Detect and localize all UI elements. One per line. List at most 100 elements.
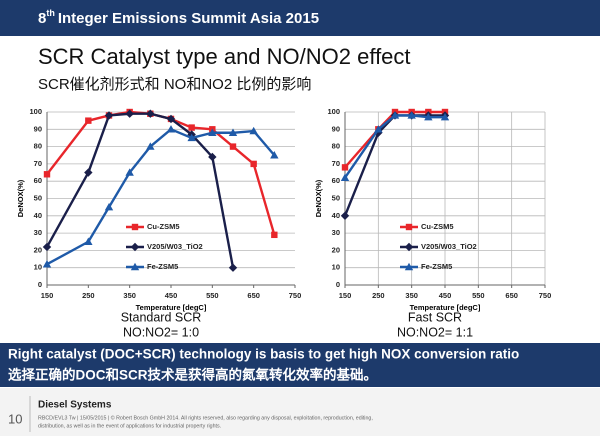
y-tick-label: 40 [34, 211, 42, 220]
point-marker [271, 231, 278, 239]
point-marker [228, 263, 238, 272]
point-marker [228, 128, 238, 136]
legend-label: Cu-ZSM5 [421, 222, 454, 231]
x-tick-label: 650 [247, 291, 260, 300]
point-marker [188, 124, 195, 131]
point-marker [404, 242, 414, 252]
point-marker [374, 125, 383, 133]
point-marker [146, 109, 155, 118]
y-tick-label: 20 [34, 245, 42, 254]
footer-legal: distribution, as well as in the event of… [38, 423, 221, 429]
y-tick-label: 10 [34, 263, 42, 272]
legend-label: V205/W03_TiO2 [147, 242, 203, 251]
x-tick-label: 550 [206, 291, 219, 300]
series-line [344, 114, 445, 179]
y-tick-label: 50 [34, 193, 42, 202]
point-marker [85, 117, 92, 124]
banner-bar [0, 343, 600, 387]
point-marker [84, 237, 93, 245]
x-tick-label: 150 [339, 291, 352, 300]
y-tick-label: 60 [34, 176, 42, 185]
header-text: Integer Emissions Summit Asia 2015 [58, 10, 319, 27]
header-sup: th [46, 8, 55, 18]
banner-line: Right catalyst (DOC+SCR) technology is b… [8, 347, 519, 362]
y-tick-label: 20 [332, 245, 340, 254]
point-marker [407, 111, 416, 119]
y-tick-label: 40 [332, 211, 340, 220]
point-marker [390, 111, 400, 119]
slide-subtitle: SCR催化剂形式和 NO和NO2 比例的影响 [38, 76, 311, 93]
x-tick-label: 750 [539, 291, 552, 300]
y-tick-label: 70 [34, 159, 42, 168]
point-marker [104, 202, 114, 211]
point-marker [229, 143, 237, 150]
point-marker [187, 133, 196, 142]
point-marker [440, 112, 450, 121]
y-axis-label: DeNOX(%) [16, 179, 25, 217]
header-title: 8th Integer Emissions Summit Asia 2015 [38, 8, 319, 27]
chart-caption: NO:NO2= 1:0 [123, 325, 199, 339]
y-tick-label: 0 [38, 280, 42, 289]
point-marker [130, 242, 140, 252]
point-marker [125, 109, 134, 118]
point-marker [249, 126, 258, 135]
chart-caption: Fast SCR [408, 310, 462, 324]
x-tick-label: 550 [472, 291, 485, 300]
point-marker [341, 164, 349, 171]
point-marker [270, 151, 279, 159]
y-axis-label: DeNOX(%) [314, 179, 323, 217]
point-marker [340, 173, 350, 181]
y-tick-label: 90 [34, 124, 42, 133]
footer-unit: Diesel Systems [38, 400, 112, 411]
y-tick-label: 100 [327, 107, 340, 116]
y-tick-label: 50 [332, 193, 340, 202]
x-tick-label: 450 [165, 291, 178, 300]
point-marker [208, 152, 217, 162]
x-tick-label: 350 [405, 291, 418, 300]
point-marker [146, 142, 155, 150]
point-marker [42, 260, 52, 268]
point-marker [131, 223, 139, 231]
x-tick-label: 650 [505, 291, 518, 300]
point-marker [130, 262, 140, 271]
y-tick-label: 10 [332, 263, 340, 272]
x-tick-label: 250 [82, 291, 95, 300]
point-marker [104, 111, 114, 120]
point-marker [405, 223, 413, 231]
point-marker [84, 168, 93, 177]
point-marker [166, 114, 176, 124]
legend-label: Fe-ZSM5 [147, 262, 178, 271]
y-tick-label: 30 [34, 228, 42, 237]
y-tick-label: 30 [332, 228, 340, 237]
y-tick-label: 80 [34, 142, 42, 151]
y-tick-label: 100 [29, 107, 42, 116]
x-axis-label: Temperature [degC] [410, 303, 481, 312]
x-tick-label: 750 [289, 291, 302, 300]
page-number: 10 [8, 411, 22, 426]
chart-caption: Standard SCR [121, 310, 202, 324]
legend-label: Fe-ZSM5 [421, 262, 452, 271]
point-marker [43, 171, 51, 178]
point-marker [42, 242, 52, 252]
x-tick-label: 150 [41, 291, 54, 300]
point-marker [424, 112, 433, 121]
y-tick-label: 0 [336, 280, 340, 289]
x-tick-label: 250 [372, 291, 385, 300]
y-tick-label: 70 [332, 159, 340, 168]
point-marker [340, 211, 350, 220]
header-bar [0, 0, 600, 36]
chart-caption: NO:NO2= 1:1 [397, 325, 473, 339]
x-tick-label: 350 [123, 291, 136, 300]
y-tick-label: 80 [332, 142, 340, 151]
x-tick-label: 450 [439, 291, 452, 300]
header-number: 8 [38, 10, 46, 27]
banner-line: 选择正确的DOC和SCR技术是获得高的氮氧转化效率的基础。 [8, 367, 377, 383]
slide-title: SCR Catalyst type and NO/NO2 effect [38, 44, 411, 69]
point-marker [166, 125, 176, 133]
x-axis-label: Temperature [degC] [136, 303, 207, 312]
point-marker [208, 128, 217, 136]
point-marker [404, 262, 414, 271]
y-tick-label: 90 [332, 124, 340, 133]
legend-label: Cu-ZSM5 [147, 222, 180, 231]
